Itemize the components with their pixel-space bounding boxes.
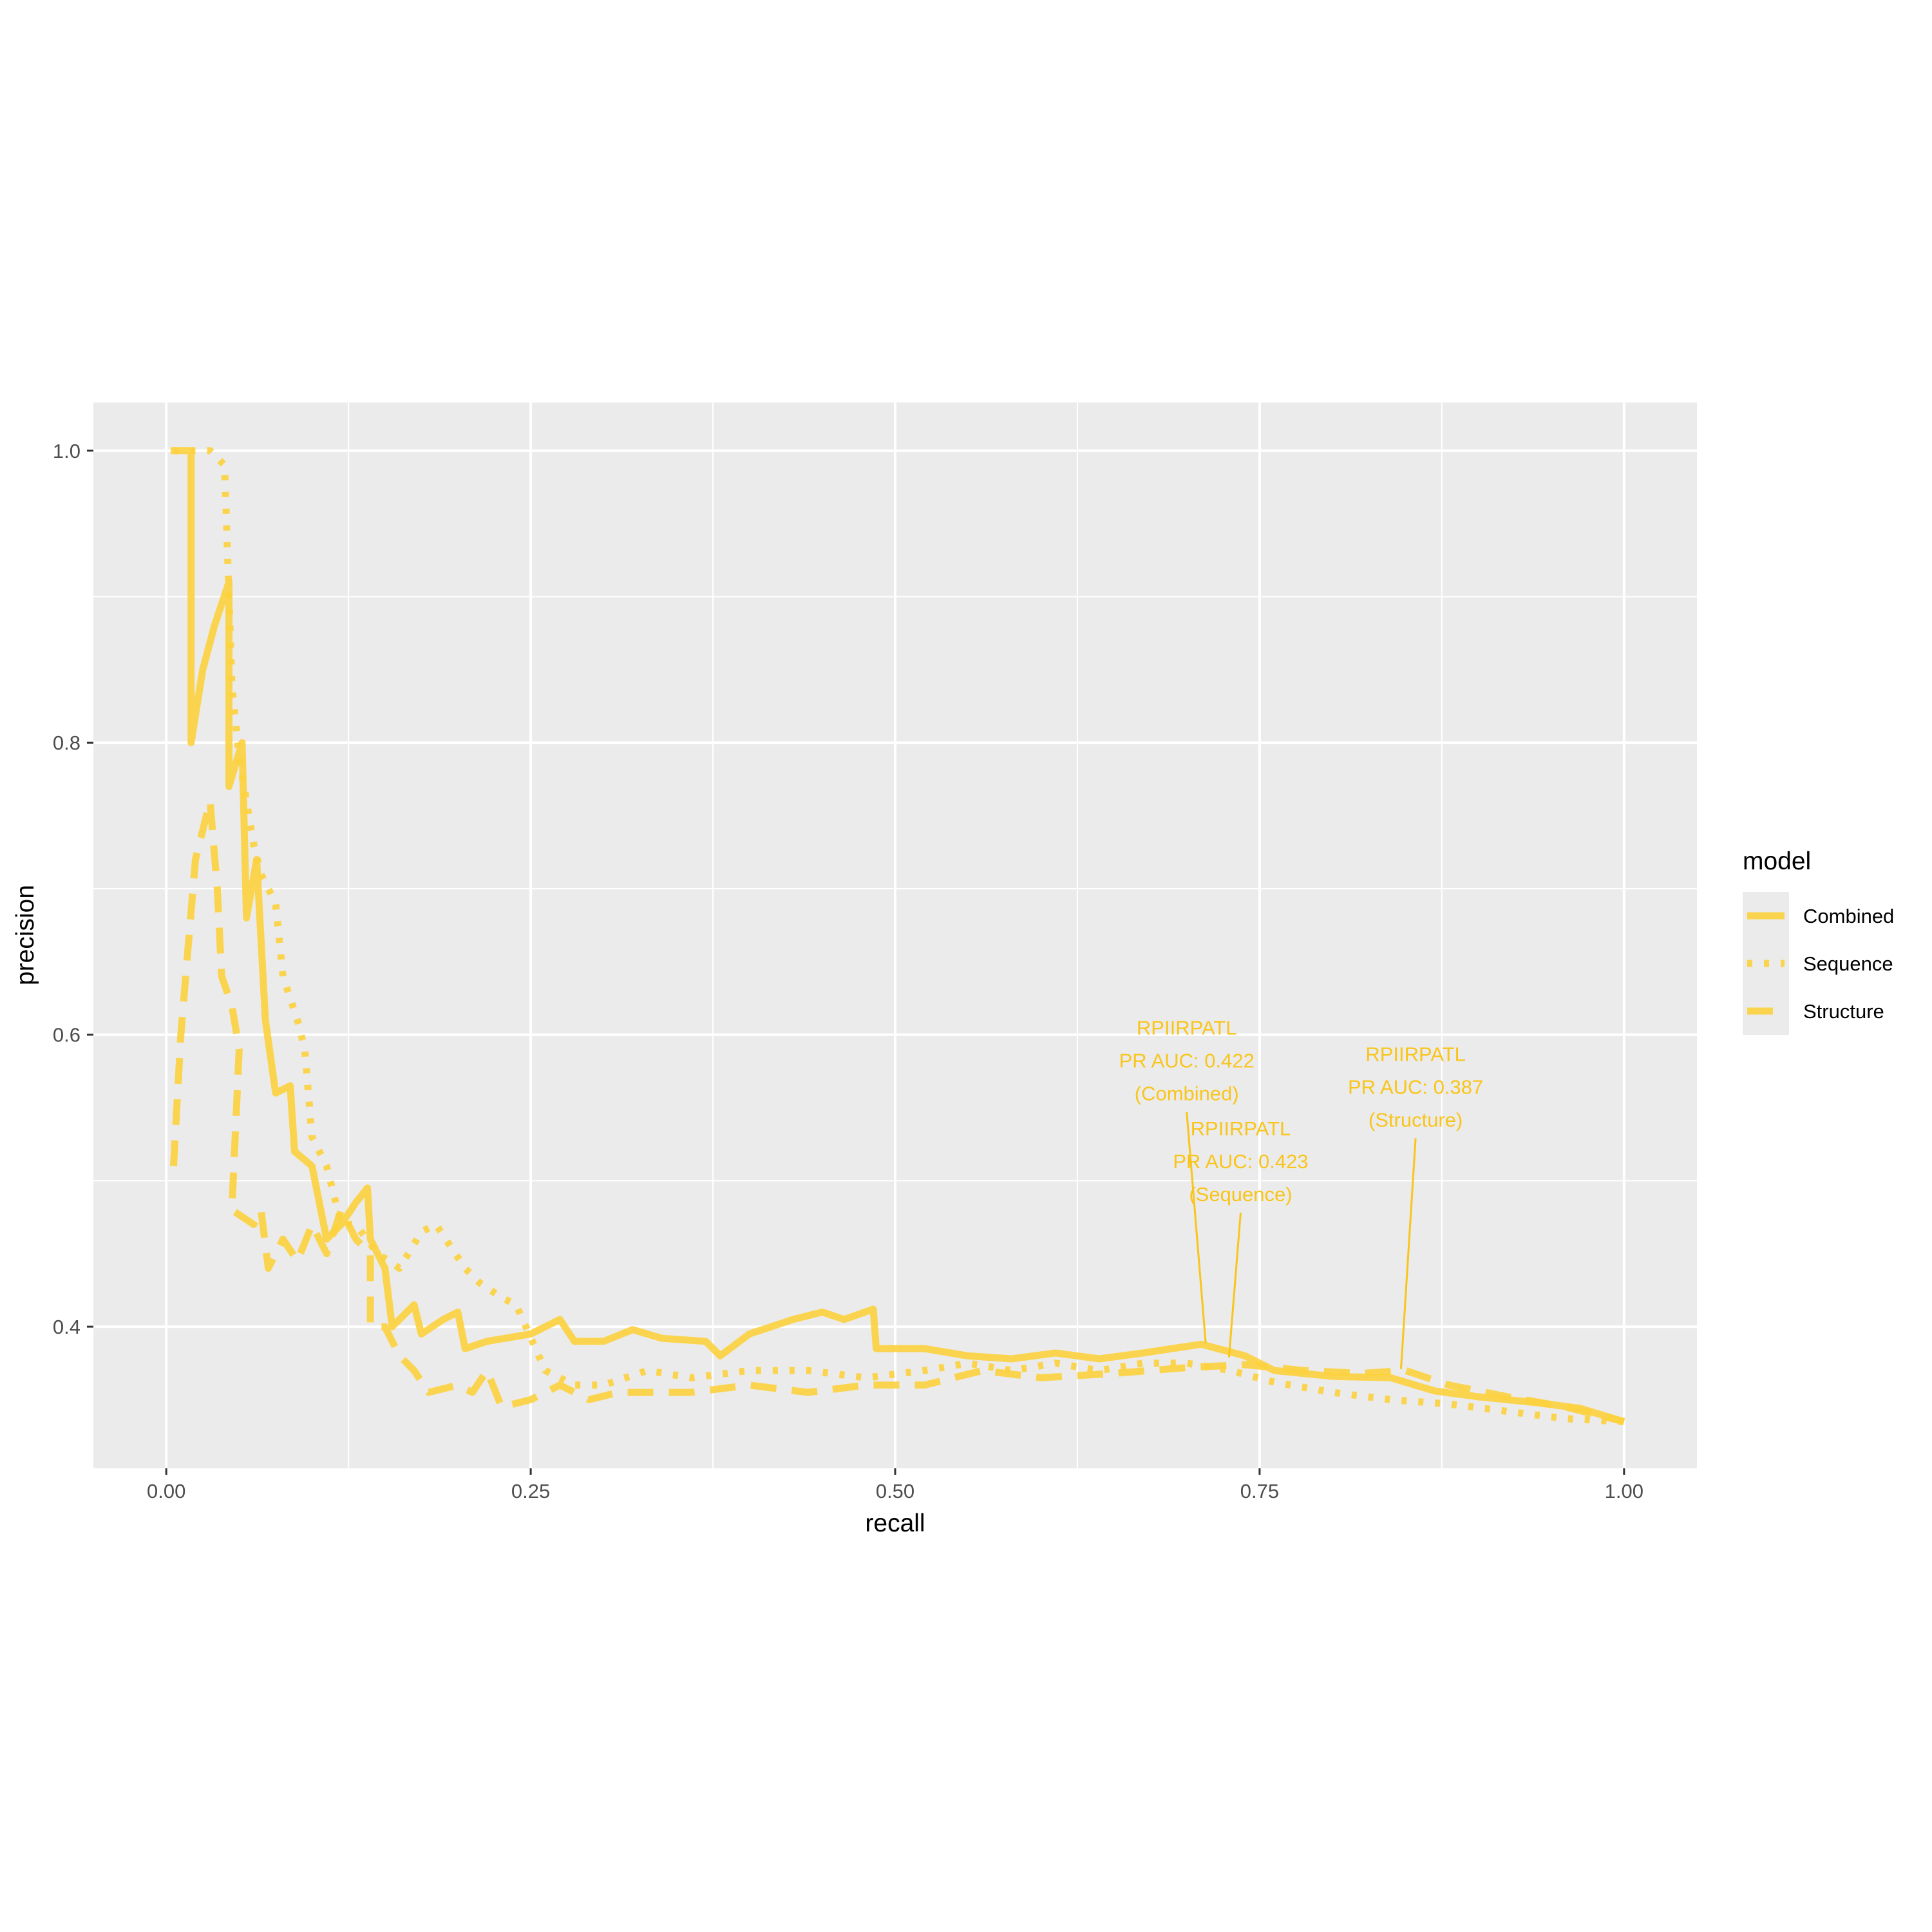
annotation-label-0: (Combined) xyxy=(1135,1083,1239,1105)
x-tick-label: 0.75 xyxy=(1240,1480,1279,1502)
legend-label: Combined xyxy=(1803,905,1894,927)
y-tick-label: 1.0 xyxy=(53,440,80,462)
legend-label: Structure xyxy=(1803,1000,1884,1023)
legend-label: Sequence xyxy=(1803,952,1893,975)
annotations: RPIIRPATL PR AUC: 0.422 (Combined) RPIIRPAT… xyxy=(1119,1017,1483,1369)
annotation-label-1: PR AUC: 0.423 xyxy=(1173,1150,1308,1173)
series-lines xyxy=(170,447,1625,1425)
x-axis: 0.00 0.25 0.50 0.75 1.00 xyxy=(147,1468,1643,1502)
x-tick-label: 0.25 xyxy=(511,1480,550,1502)
legend: model Combined Sequence Structure xyxy=(1743,848,1894,1035)
annotation-label-2: PR AUC: 0.387 xyxy=(1348,1075,1483,1098)
x-tick-label: 0.00 xyxy=(147,1480,185,1502)
y-axis-title: precision xyxy=(12,885,39,985)
annotation-label-1: (Sequence) xyxy=(1189,1183,1292,1206)
gridlines xyxy=(93,402,1697,1468)
series-line-combined xyxy=(171,447,1625,1425)
annotation-label-0: RPIIRPATL xyxy=(1137,1017,1237,1039)
series-line-structure xyxy=(170,797,1625,1425)
y-tick-label: 0.4 xyxy=(53,1316,80,1338)
annotation-label-1: RPIIRPATL xyxy=(1191,1117,1291,1140)
x-tick-label: 1.00 xyxy=(1605,1480,1643,1502)
x-axis-title: recall xyxy=(865,1510,925,1537)
y-tick-label: 0.6 xyxy=(53,1024,80,1046)
annotation-leader-2 xyxy=(1399,1138,1417,1369)
x-tick-label: 0.50 xyxy=(876,1480,914,1502)
legend-title: model xyxy=(1743,848,1811,875)
y-tick-label: 0.8 xyxy=(53,732,80,754)
annotation-leader-0 xyxy=(1186,1112,1207,1343)
y-axis: 0.4 0.6 0.8 1.0 xyxy=(53,440,93,1338)
annotation-label-2: RPIIRPATL xyxy=(1365,1043,1466,1065)
annotation-label-0: PR AUC: 0.422 xyxy=(1119,1050,1255,1072)
annotation-label-2: (Structure) xyxy=(1368,1108,1463,1131)
annotation-leader-1 xyxy=(1227,1212,1242,1358)
